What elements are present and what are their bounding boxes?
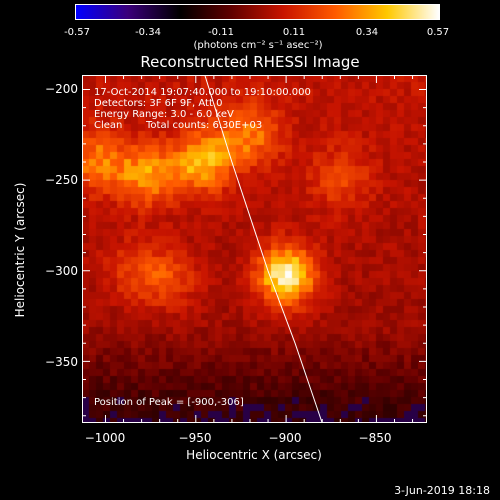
colorbar [75, 4, 440, 20]
colorbar-tick-label: -0.34 [135, 27, 161, 38]
colorbar-tick-label: -0.11 [208, 27, 234, 38]
x-tick-label: −850 [358, 431, 392, 445]
footer-date: 3-Jun-2019 18:18 [394, 484, 490, 497]
solar-limb [204, 75, 323, 423]
colorbar-tick-label: -0.57 [64, 27, 90, 38]
colorbar-units: (photons cm⁻² s⁻¹ asec⁻²) [193, 40, 323, 51]
annotation-counts: Total counts: 6.30E+03 [146, 120, 263, 131]
annotation-detectors: Detectors: 3F 6F 9F, Att 0 [94, 98, 223, 109]
colorbar-tick-label: 0.34 [355, 27, 379, 38]
heatmap-canvas [82, 75, 427, 423]
annotation-peak: Position of Peak = [-900,-306] [94, 397, 244, 408]
x-tick-label: −950 [178, 431, 212, 445]
annotation-time: 17-Oct-2014 19:07:40.000 to 19:10:00.000 [94, 87, 311, 98]
x-axis-label: Heliocentric X (arcsec) [186, 448, 322, 462]
colorbar-tick-label: 0.57 [426, 27, 450, 38]
annotation-method: Clean [94, 120, 123, 131]
x-tick-label: −1000 [84, 431, 126, 445]
y-tick-label: −300 [45, 264, 78, 278]
y-tick-label: −350 [45, 355, 78, 369]
y-tick-label: −250 [45, 173, 78, 187]
y-tick-label: −200 [45, 82, 78, 96]
solar-limb-line [204, 75, 323, 423]
y-axis-label: Heliocentric Y (arcsec) [13, 182, 27, 318]
annotation-energy: Energy Range: 3.0 - 6.0 keV [94, 109, 234, 120]
x-tick-label: −900 [268, 431, 302, 445]
heatmap-plot: 17-Oct-2014 19:07:40.000 to 19:10:00.000… [82, 75, 427, 423]
chart-title: Reconstructed RHESSI Image [140, 53, 360, 71]
colorbar-tick-label: 0.11 [282, 27, 306, 38]
